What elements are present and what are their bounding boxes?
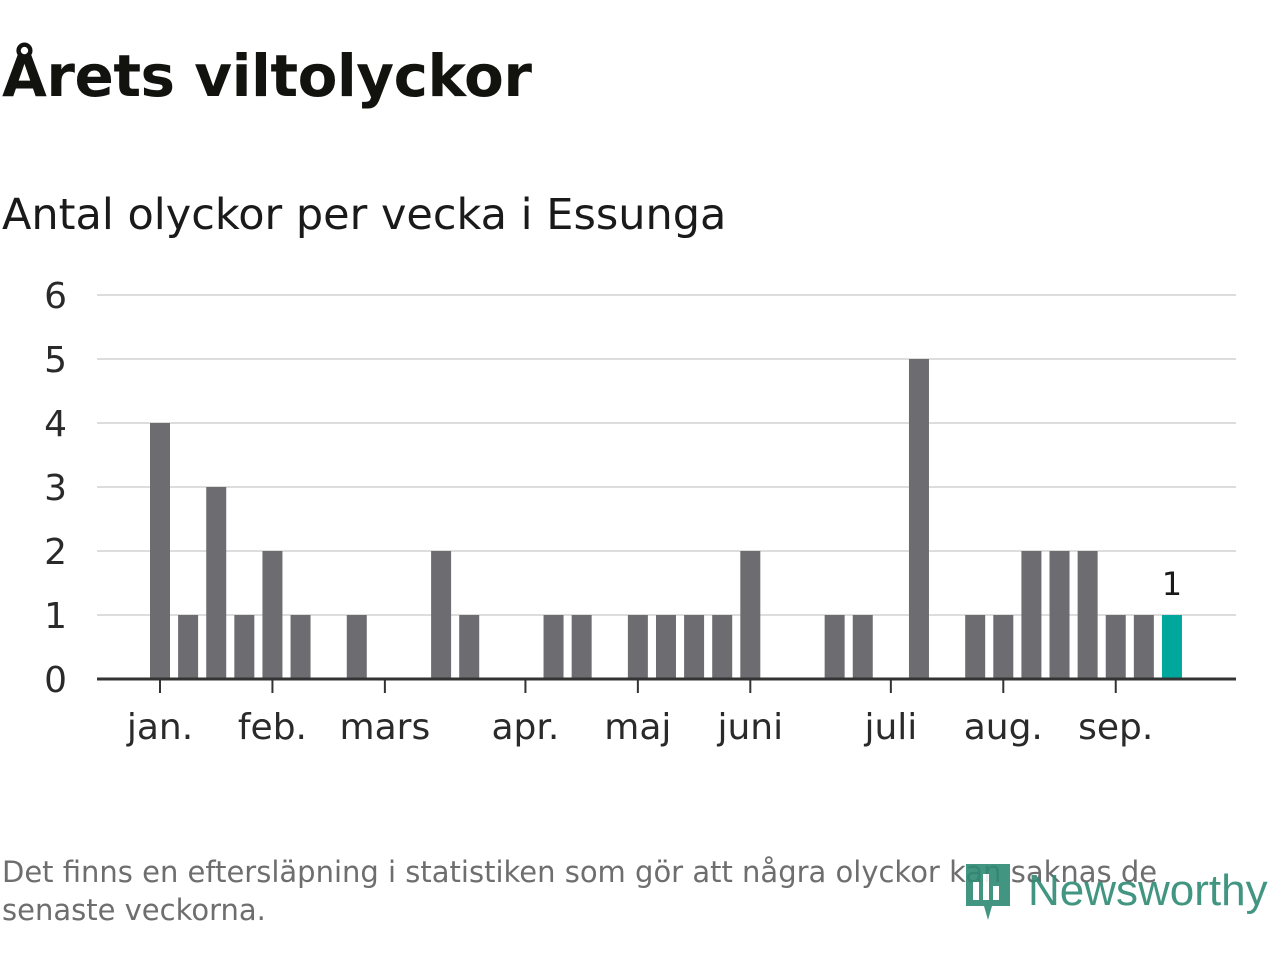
y-tick-label: 5 — [44, 340, 67, 381]
highlight-value-label: 1 — [1162, 565, 1182, 603]
x-tick-label: feb. — [238, 707, 307, 748]
x-tick-label: juli — [863, 707, 917, 748]
chart-title: Årets viltolyckor — [2, 42, 532, 110]
bar — [684, 615, 705, 679]
bar — [234, 615, 255, 679]
bar — [150, 423, 170, 679]
bar — [1021, 551, 1042, 679]
y-tick-label: 6 — [44, 276, 67, 317]
y-tick-label: 0 — [44, 660, 67, 701]
x-tick-label: apr. — [492, 707, 560, 748]
x-tick-label: maj — [604, 707, 671, 748]
newsworthy-logo: Newsworthy — [962, 858, 1268, 924]
bar — [993, 615, 1014, 679]
bar — [965, 615, 986, 679]
bar — [178, 615, 199, 679]
chart-subtitle: Antal olyckor per vecka i Essunga — [2, 190, 727, 240]
x-tick-label: sep. — [1078, 707, 1153, 748]
bar-highlight — [1161, 615, 1182, 679]
x-tick-label: mars — [340, 707, 431, 748]
y-tick-label: 1 — [44, 596, 67, 637]
bar — [1049, 551, 1070, 679]
bar — [290, 615, 311, 679]
x-tick-label: jan. — [126, 707, 193, 748]
y-tick-label: 3 — [44, 468, 67, 509]
bar-chart: 0 1 2 3 4 5 6 1 jan. feb. mars apr. maj juni juli aug. s… — [44, 276, 1236, 748]
bar — [1077, 551, 1098, 679]
bar — [712, 615, 733, 679]
bar — [459, 615, 480, 679]
bar — [627, 615, 648, 679]
bar — [206, 487, 227, 679]
bar — [908, 359, 929, 679]
bar — [1133, 615, 1154, 679]
y-tick-label: 4 — [44, 404, 67, 445]
bar — [1105, 615, 1126, 679]
bar — [431, 551, 452, 679]
newsworthy-logo-icon — [966, 864, 1010, 920]
footnote: Det finns en eftersläpning i statistiken… — [2, 855, 1158, 927]
bar — [824, 615, 845, 679]
x-tick-label: aug. — [964, 707, 1043, 748]
bar — [852, 615, 873, 679]
bar — [262, 551, 283, 679]
y-tick-label: 2 — [44, 532, 67, 573]
bar — [655, 615, 676, 679]
bar — [571, 615, 592, 679]
logo-text: Newsworthy — [1028, 866, 1268, 915]
bar — [543, 615, 564, 679]
bar — [346, 615, 367, 679]
x-tick-label: juni — [716, 707, 783, 748]
bar — [740, 551, 761, 679]
